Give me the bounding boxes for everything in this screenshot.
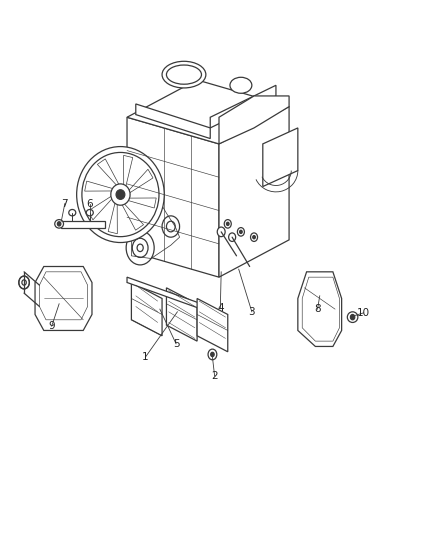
Ellipse shape [126,231,154,265]
Polygon shape [302,277,339,341]
Ellipse shape [226,222,229,225]
Polygon shape [108,200,117,234]
Ellipse shape [86,209,93,216]
Polygon shape [298,272,342,346]
Polygon shape [197,298,228,352]
Ellipse shape [19,276,29,289]
Polygon shape [125,198,156,208]
Ellipse shape [230,77,252,93]
Ellipse shape [347,312,358,322]
Ellipse shape [217,227,225,237]
Ellipse shape [77,147,164,243]
Ellipse shape [55,220,64,228]
Polygon shape [127,169,153,195]
Text: 10: 10 [357,308,370,318]
Ellipse shape [211,352,214,357]
Text: 8: 8 [314,304,321,314]
Ellipse shape [137,244,143,252]
Ellipse shape [224,220,231,228]
Polygon shape [127,117,219,277]
Ellipse shape [229,233,236,241]
Text: 5: 5 [173,339,180,349]
Ellipse shape [251,233,258,241]
Polygon shape [263,128,298,187]
Ellipse shape [162,216,180,237]
Polygon shape [127,277,201,309]
Polygon shape [85,181,116,191]
Text: 1: 1 [142,352,149,362]
Polygon shape [88,195,114,220]
Polygon shape [61,221,105,228]
Text: 6: 6 [86,199,93,208]
Ellipse shape [142,195,155,211]
Polygon shape [166,288,197,341]
Text: 3: 3 [248,307,255,317]
Polygon shape [127,80,289,144]
Ellipse shape [57,222,61,226]
Ellipse shape [240,230,242,233]
Polygon shape [219,107,289,277]
Polygon shape [97,159,120,188]
Ellipse shape [166,65,201,84]
Text: 7: 7 [61,199,68,208]
Polygon shape [124,155,133,189]
Ellipse shape [22,280,26,285]
Ellipse shape [111,184,130,205]
Polygon shape [39,272,88,320]
Polygon shape [219,96,289,144]
Ellipse shape [69,209,76,216]
Ellipse shape [82,152,159,237]
Text: 2: 2 [211,371,218,381]
Ellipse shape [253,236,255,239]
Polygon shape [120,201,144,230]
Ellipse shape [208,349,217,360]
Ellipse shape [132,238,148,257]
Ellipse shape [162,61,206,88]
Ellipse shape [237,228,244,236]
Ellipse shape [166,221,175,232]
Polygon shape [35,266,92,330]
Polygon shape [210,85,276,128]
Polygon shape [136,104,210,139]
Text: 4: 4 [217,303,224,313]
Polygon shape [131,282,162,336]
Ellipse shape [146,199,152,206]
Text: 9: 9 [48,321,55,331]
Ellipse shape [350,314,355,320]
Ellipse shape [116,190,125,199]
